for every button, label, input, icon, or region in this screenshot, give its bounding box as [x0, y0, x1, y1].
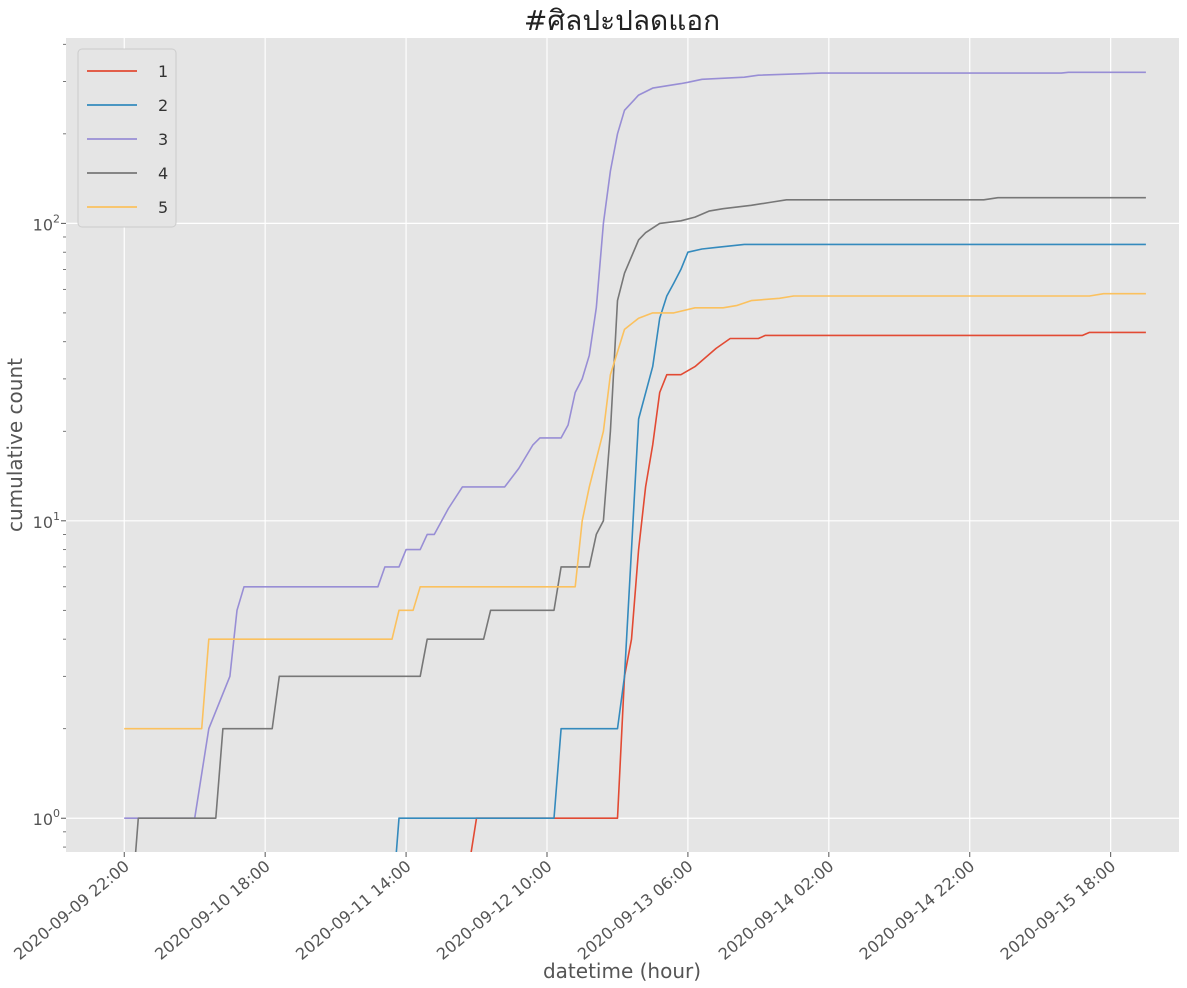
- grid: [66, 38, 1179, 852]
- y-axis-ticks: 100 101 102: [33, 43, 66, 848]
- x-axis-label: datetime (hour): [543, 959, 701, 983]
- legend-label-4: 4: [158, 164, 168, 183]
- chart-title: #ศิลปะปลดแอก: [524, 4, 720, 37]
- series-line-3: [124, 71, 1146, 819]
- y-tick-label: 102: [33, 212, 60, 234]
- legend: 1 2 3 4 5: [77, 48, 177, 228]
- legend-label-5: 5: [158, 198, 168, 217]
- y-tick-label: 100: [33, 807, 60, 829]
- series-line-4: [134, 196, 1146, 852]
- legend-label-2: 2: [158, 96, 168, 115]
- series-line-2: [395, 243, 1146, 852]
- series-line-5: [124, 292, 1146, 730]
- legend-box: [77, 48, 177, 228]
- legend-label-3: 3: [158, 130, 168, 149]
- series-group: [124, 71, 1146, 852]
- y-tick-label: 101: [33, 510, 60, 532]
- legend-label-1: 1: [158, 62, 168, 81]
- y-axis-label: cumulative count: [3, 358, 27, 532]
